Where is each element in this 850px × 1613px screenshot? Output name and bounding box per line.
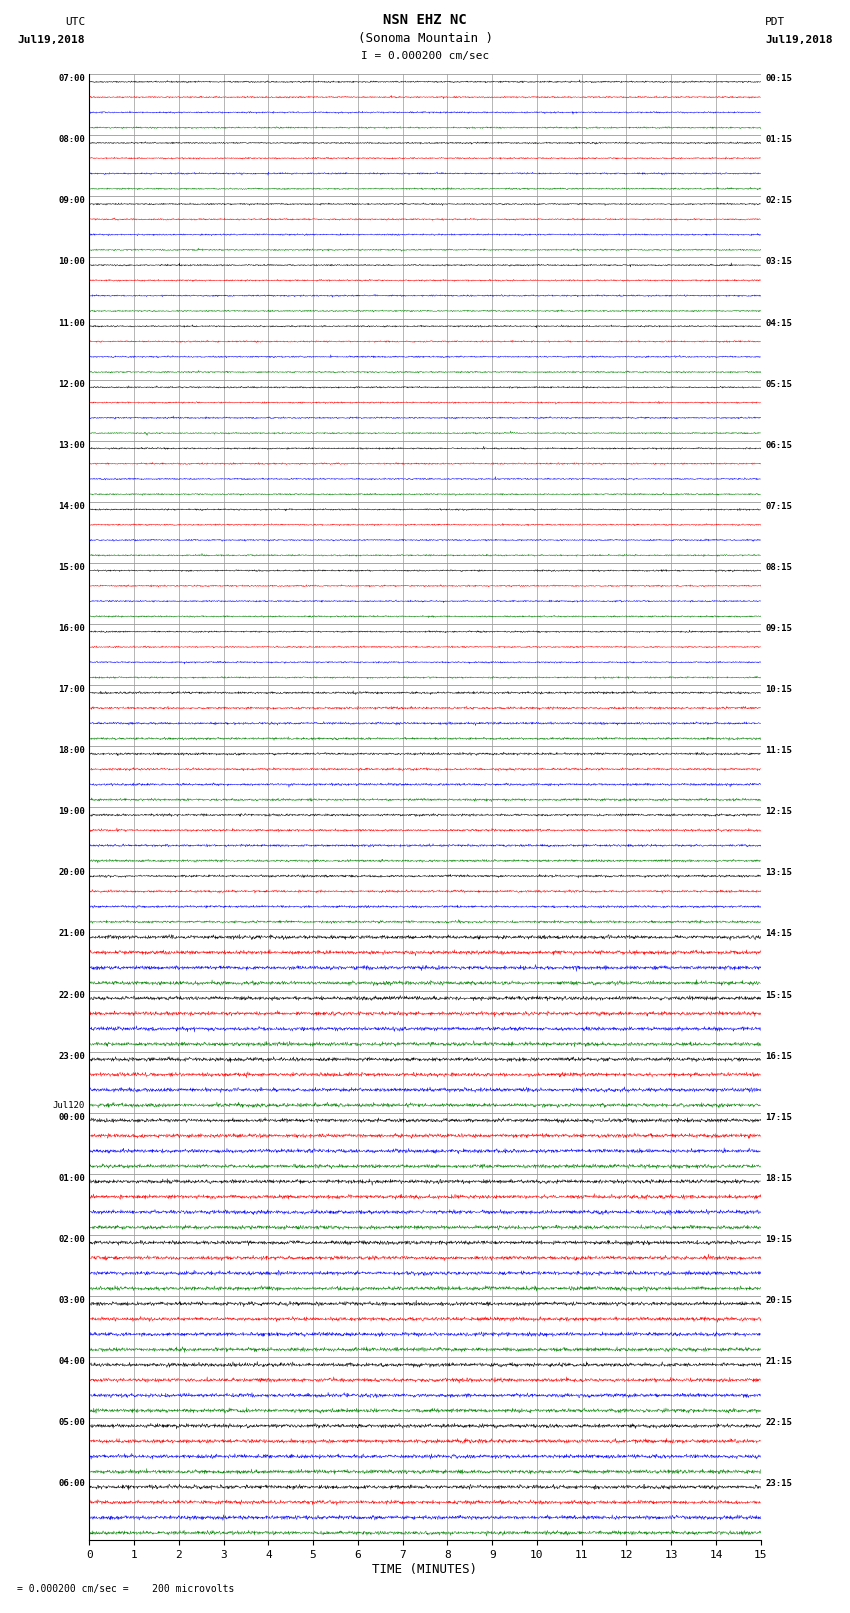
Text: 19:00: 19:00 — [58, 808, 85, 816]
Text: 08:00: 08:00 — [58, 135, 85, 144]
Text: NSN EHZ NC: NSN EHZ NC — [383, 13, 467, 27]
Text: 08:15: 08:15 — [765, 563, 792, 573]
Text: 09:00: 09:00 — [58, 197, 85, 205]
Text: Jul120: Jul120 — [53, 1100, 85, 1110]
Text: 01:00: 01:00 — [58, 1174, 85, 1182]
X-axis label: TIME (MINUTES): TIME (MINUTES) — [372, 1563, 478, 1576]
Text: 03:00: 03:00 — [58, 1297, 85, 1305]
Text: 13:00: 13:00 — [58, 440, 85, 450]
Text: UTC: UTC — [65, 18, 85, 27]
Text: 18:15: 18:15 — [765, 1174, 792, 1182]
Text: 20:15: 20:15 — [765, 1297, 792, 1305]
Text: 16:15: 16:15 — [765, 1052, 792, 1061]
Text: Jul19,2018: Jul19,2018 — [18, 35, 85, 45]
Text: 14:15: 14:15 — [765, 929, 792, 939]
Text: 17:15: 17:15 — [765, 1113, 792, 1121]
Text: 11:15: 11:15 — [765, 747, 792, 755]
Text: 00:00: 00:00 — [58, 1113, 85, 1121]
Text: 06:15: 06:15 — [765, 440, 792, 450]
Text: 22:15: 22:15 — [765, 1418, 792, 1428]
Text: 06:00: 06:00 — [58, 1479, 85, 1489]
Text: 15:15: 15:15 — [765, 990, 792, 1000]
Text: = 0.000200 cm/sec =    200 microvolts: = 0.000200 cm/sec = 200 microvolts — [17, 1584, 235, 1594]
Text: 05:15: 05:15 — [765, 379, 792, 389]
Text: 13:15: 13:15 — [765, 868, 792, 877]
Text: 22:00: 22:00 — [58, 990, 85, 1000]
Text: 00:15: 00:15 — [765, 74, 792, 84]
Text: 21:00: 21:00 — [58, 929, 85, 939]
Text: 14:00: 14:00 — [58, 502, 85, 511]
Text: 20:00: 20:00 — [58, 868, 85, 877]
Text: 18:00: 18:00 — [58, 747, 85, 755]
Text: 15:00: 15:00 — [58, 563, 85, 573]
Text: 04:15: 04:15 — [765, 319, 792, 327]
Text: 02:00: 02:00 — [58, 1236, 85, 1244]
Text: 19:15: 19:15 — [765, 1236, 792, 1244]
Text: 01:15: 01:15 — [765, 135, 792, 144]
Text: I = 0.000200 cm/sec: I = 0.000200 cm/sec — [361, 52, 489, 61]
Text: 23:15: 23:15 — [765, 1479, 792, 1489]
Text: 12:00: 12:00 — [58, 379, 85, 389]
Text: 10:00: 10:00 — [58, 258, 85, 266]
Text: 21:15: 21:15 — [765, 1357, 792, 1366]
Text: 16:00: 16:00 — [58, 624, 85, 632]
Text: (Sonoma Mountain ): (Sonoma Mountain ) — [358, 32, 492, 45]
Text: 07:15: 07:15 — [765, 502, 792, 511]
Text: 17:00: 17:00 — [58, 686, 85, 694]
Text: 02:15: 02:15 — [765, 197, 792, 205]
Text: 07:00: 07:00 — [58, 74, 85, 84]
Text: PDT: PDT — [765, 18, 785, 27]
Text: 11:00: 11:00 — [58, 319, 85, 327]
Text: 12:15: 12:15 — [765, 808, 792, 816]
Text: Jul19,2018: Jul19,2018 — [765, 35, 832, 45]
Text: 05:00: 05:00 — [58, 1418, 85, 1428]
Text: 23:00: 23:00 — [58, 1052, 85, 1061]
Text: 04:00: 04:00 — [58, 1357, 85, 1366]
Text: 10:15: 10:15 — [765, 686, 792, 694]
Text: 03:15: 03:15 — [765, 258, 792, 266]
Text: 09:15: 09:15 — [765, 624, 792, 632]
